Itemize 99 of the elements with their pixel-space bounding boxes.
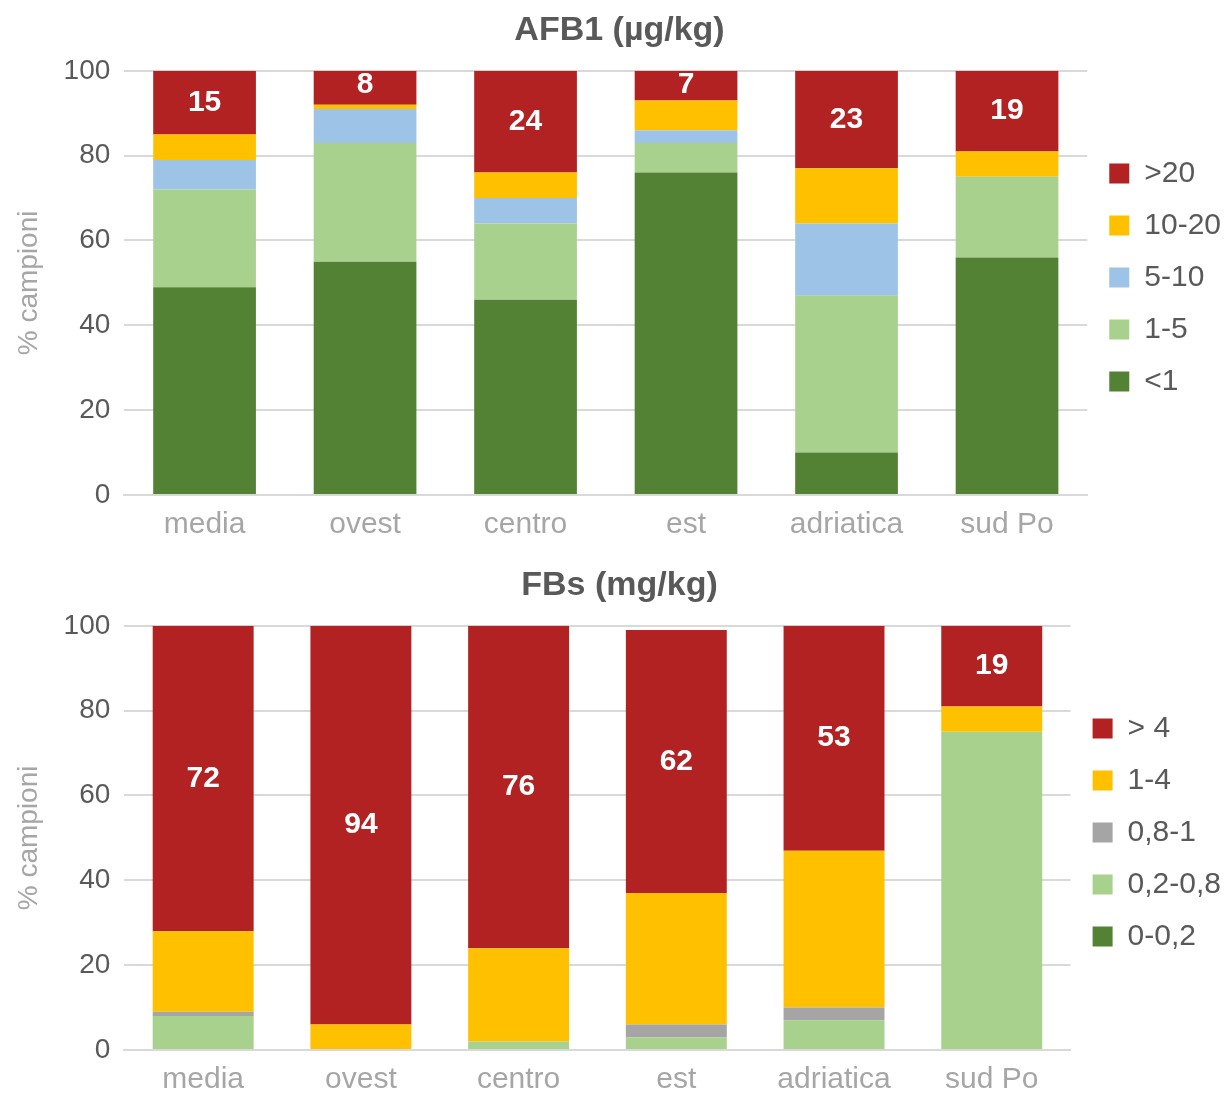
bar bbox=[955, 176, 1059, 258]
data-label: 72 bbox=[186, 759, 220, 793]
y-axis-title: % campioni bbox=[11, 210, 43, 356]
bar bbox=[474, 299, 577, 494]
legend-label: 5-10 bbox=[1144, 258, 1205, 292]
bar bbox=[310, 1024, 412, 1049]
y-tick-label: 100 bbox=[63, 608, 111, 640]
bar bbox=[313, 70, 417, 105]
y-tick-label: 100 bbox=[63, 53, 111, 85]
data-label: 8 bbox=[356, 66, 374, 100]
data-label: 53 bbox=[817, 719, 851, 753]
bar bbox=[468, 948, 570, 1042]
data-label: 23 bbox=[829, 100, 864, 134]
bar bbox=[153, 70, 256, 135]
data-label: 94 bbox=[344, 806, 378, 840]
data-label: 15 bbox=[187, 83, 222, 117]
legend-label: > 4 bbox=[1127, 709, 1171, 743]
bar bbox=[152, 1011, 254, 1017]
chart-title: FBs (mg/kg) bbox=[521, 563, 718, 602]
bar bbox=[313, 142, 417, 262]
bar bbox=[152, 1016, 254, 1049]
bar bbox=[941, 625, 1043, 707]
bar bbox=[634, 70, 738, 101]
bar bbox=[474, 198, 577, 224]
y-axis-title: % campioni bbox=[11, 765, 43, 911]
bar bbox=[153, 159, 256, 190]
y-tick-label: 40 bbox=[79, 308, 111, 340]
data-label: 76 bbox=[501, 768, 536, 802]
legend-label: 0,8-1 bbox=[1127, 813, 1196, 847]
legend-label: >20 bbox=[1144, 154, 1196, 188]
bar bbox=[313, 104, 417, 109]
x-tick-label: media bbox=[162, 1061, 245, 1095]
chart-title: AFB1 (µg/kg) bbox=[514, 8, 725, 47]
y-tick-label: 20 bbox=[79, 392, 111, 424]
bar bbox=[634, 172, 738, 494]
y-tick-label: 20 bbox=[79, 947, 111, 979]
y-tick-label: 0 bbox=[94, 477, 111, 509]
x-tick-label: centro bbox=[483, 506, 568, 540]
bar bbox=[313, 108, 417, 143]
bar bbox=[634, 100, 738, 131]
bar bbox=[783, 1007, 885, 1021]
legend-label: 1-5 bbox=[1144, 310, 1188, 344]
bar bbox=[310, 625, 412, 1025]
data-label: 19 bbox=[975, 647, 1009, 681]
bar bbox=[625, 1037, 727, 1049]
x-tick-label: adriatica bbox=[777, 1061, 892, 1095]
x-tick-label: ovest bbox=[325, 1061, 398, 1095]
bar bbox=[941, 706, 1043, 732]
bar bbox=[795, 70, 898, 169]
bar bbox=[634, 130, 738, 143]
y-tick-label: 80 bbox=[79, 693, 111, 725]
bar bbox=[795, 452, 898, 494]
bar bbox=[955, 257, 1059, 494]
bar bbox=[955, 70, 1059, 152]
legend-label: 0-0,2 bbox=[1127, 917, 1196, 951]
bar bbox=[152, 625, 254, 932]
bar bbox=[941, 731, 1043, 1049]
bar bbox=[474, 70, 577, 173]
legend-label: 10-20 bbox=[1144, 206, 1222, 240]
bar bbox=[474, 172, 577, 199]
bar bbox=[795, 168, 898, 224]
y-tick-label: 80 bbox=[79, 138, 111, 170]
y-tick-label: 60 bbox=[79, 778, 111, 810]
y-tick-label: 60 bbox=[79, 223, 111, 255]
y-tick-label: 0 bbox=[94, 1032, 111, 1064]
bar bbox=[153, 134, 256, 160]
legend-label: 1-4 bbox=[1127, 761, 1171, 795]
bar bbox=[153, 287, 256, 494]
bar bbox=[625, 893, 727, 1025]
bar bbox=[152, 931, 254, 1012]
x-tick-label: adriatica bbox=[789, 506, 904, 540]
bar bbox=[955, 151, 1059, 177]
legend-label: 0,2-0,8 bbox=[1127, 865, 1222, 899]
bar bbox=[783, 1020, 885, 1049]
x-tick-label: ovest bbox=[329, 506, 402, 540]
data-label: 19 bbox=[990, 92, 1024, 126]
legend-label: <1 bbox=[1144, 362, 1179, 396]
bar bbox=[153, 189, 256, 288]
x-tick-label: media bbox=[163, 506, 246, 540]
bar bbox=[468, 625, 570, 949]
data-label: 24 bbox=[508, 102, 543, 136]
x-tick-label: sud Po bbox=[960, 506, 1054, 540]
bar bbox=[783, 850, 885, 1008]
bar bbox=[468, 1041, 570, 1049]
bar bbox=[795, 295, 898, 453]
data-label: 62 bbox=[659, 742, 693, 776]
x-tick-label: est bbox=[656, 1061, 697, 1095]
x-tick-label: est bbox=[666, 506, 707, 540]
data-label: 7 bbox=[677, 66, 695, 100]
bar bbox=[795, 223, 898, 296]
bar bbox=[625, 1024, 727, 1038]
bar bbox=[625, 630, 727, 894]
bar bbox=[634, 142, 738, 173]
y-tick-label: 40 bbox=[79, 863, 111, 895]
x-tick-label: sud Po bbox=[945, 1061, 1039, 1095]
x-tick-label: centro bbox=[476, 1061, 561, 1095]
bar bbox=[474, 223, 577, 300]
bar bbox=[783, 625, 885, 851]
bar bbox=[313, 261, 417, 494]
